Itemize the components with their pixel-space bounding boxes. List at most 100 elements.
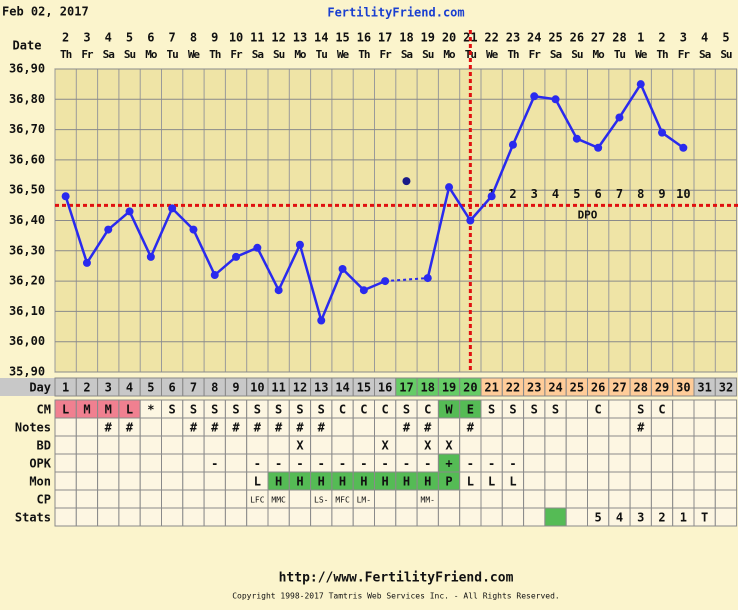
temp-point <box>487 192 496 201</box>
row-cell-text: MM- <box>421 496 435 505</box>
row-cell <box>310 435 333 455</box>
row-cell <box>587 435 610 455</box>
row-cell <box>161 471 184 491</box>
row-cell <box>75 507 99 527</box>
day-label: Day <box>29 381 51 395</box>
weekday: Mo <box>443 48 456 61</box>
row-cell <box>608 471 631 491</box>
row-cell <box>395 489 418 509</box>
row-cell-text: S <box>211 403 218 417</box>
row-cell <box>203 471 226 491</box>
row-cell <box>161 507 184 527</box>
row-cell <box>224 471 248 491</box>
gap-line <box>385 277 428 283</box>
row-label: BD <box>37 439 51 453</box>
row-cell <box>395 507 418 527</box>
date: 9 <box>211 31 218 45</box>
footer-copyright: Copyright 1998-2017 Tamtris Web Services… <box>232 592 560 601</box>
row-cell-text: S <box>296 403 303 417</box>
row-cell <box>203 489 226 509</box>
date: 3 <box>680 31 687 45</box>
weekday: We <box>635 48 648 61</box>
row-label: Notes <box>15 421 51 435</box>
row-cell-text: C <box>424 403 431 417</box>
day-label-cell <box>0 378 55 396</box>
day-number: 1 <box>62 381 69 395</box>
day-number: 18 <box>421 381 435 395</box>
day-number: 12 <box>293 381 307 395</box>
row-cell-text: # <box>105 421 113 435</box>
row-cell-text: C <box>360 403 367 417</box>
day-number: 10 <box>250 381 264 395</box>
row-cell-text: H <box>424 475 431 489</box>
date: 15 <box>335 31 349 45</box>
weekday: Mo <box>145 48 158 61</box>
row-cell <box>97 471 120 491</box>
row-cell <box>310 507 333 527</box>
row-cell <box>203 435 226 455</box>
row-cell <box>224 435 248 455</box>
row-cell <box>672 417 695 437</box>
row-cell-text: # <box>232 421 240 435</box>
site-name: FertilityFriend.com <box>327 6 464 20</box>
temp-point <box>636 80 645 89</box>
row-cell-text: C <box>339 403 346 417</box>
temp-point <box>359 286 368 295</box>
temp-point <box>615 113 624 122</box>
row-cell <box>565 417 589 437</box>
row-cell-text: S <box>254 403 261 417</box>
day-number: 9 <box>232 381 239 395</box>
date: 2 <box>62 31 69 45</box>
weekday: Fr <box>678 48 691 61</box>
row-cell-text: - <box>509 457 516 471</box>
day-number: 25 <box>570 381 584 395</box>
date: 3 <box>83 31 90 45</box>
row-cell-text: - <box>318 457 325 471</box>
day-cell <box>714 377 738 397</box>
chart-date: Feb 02, 2017 <box>2 5 89 19</box>
weekday: Th <box>358 48 370 61</box>
row-cell <box>224 453 248 473</box>
row-cell <box>501 507 525 527</box>
row-cell <box>480 507 503 527</box>
row-cell <box>608 489 631 509</box>
row-cell-text: S <box>275 403 282 417</box>
date: 23 <box>506 31 520 45</box>
weekday: Sa <box>699 48 711 61</box>
row-cell <box>523 453 546 473</box>
date: 4 <box>105 31 112 45</box>
row-cell <box>544 453 567 473</box>
row-label: CP <box>37 493 51 507</box>
row-cell <box>437 507 461 527</box>
y-tick-label: 36,40 <box>9 213 45 227</box>
row-cell-text: - <box>211 457 218 471</box>
row-cell <box>672 435 695 455</box>
date: 27 <box>591 31 605 45</box>
row-cell <box>374 507 397 527</box>
temp-point <box>423 274 432 283</box>
day-number: 19 <box>442 381 456 395</box>
row-cell-text: C <box>658 403 665 417</box>
row-cell-text: # <box>467 421 475 435</box>
row-cell <box>139 435 162 455</box>
row-cell <box>267 507 290 527</box>
temp-point <box>508 140 517 149</box>
row-cell <box>565 471 589 491</box>
date: 28 <box>612 31 626 45</box>
row-cell <box>224 489 248 509</box>
day-number: 4 <box>126 381 133 395</box>
row-cell <box>374 489 397 509</box>
row-cell <box>182 471 205 491</box>
date-label: Date <box>13 39 42 53</box>
row-cell <box>714 417 738 437</box>
row-cell <box>331 435 354 455</box>
day-number: 32 <box>719 381 733 395</box>
date: 13 <box>293 31 307 45</box>
temp-point <box>317 316 326 325</box>
dpo-number: 7 <box>616 187 623 201</box>
row-cell-text: T <box>701 511 708 525</box>
temp-point <box>658 128 667 137</box>
footer-url: http://www.FertilityFriend.com <box>279 571 514 586</box>
weekday: Sa <box>103 48 115 61</box>
y-tick-label: 36,80 <box>9 92 45 106</box>
